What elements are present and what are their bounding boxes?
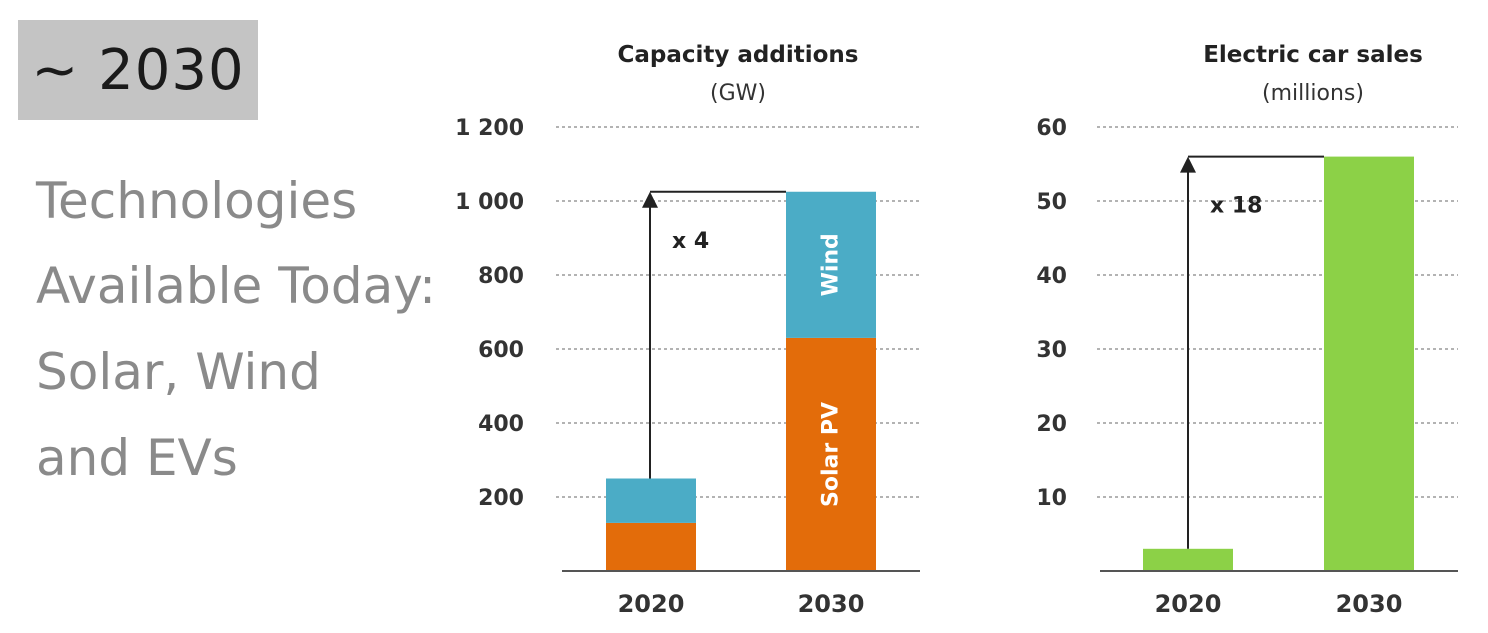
chart-title: Electric car sales bbox=[1203, 42, 1423, 68]
text-line-3: Solar, Wind bbox=[36, 343, 321, 401]
x-tick-label: 2030 bbox=[798, 590, 865, 618]
bar-2020 bbox=[1143, 548, 1233, 571]
y-tick-label: 600 bbox=[478, 338, 524, 363]
y-tick-label: 200 bbox=[478, 486, 524, 511]
y-tick-label: 40 bbox=[1036, 264, 1067, 289]
text-line-1: Technologies bbox=[36, 172, 358, 230]
text-line-4: and EVs bbox=[36, 429, 238, 487]
growth-arrow-head bbox=[642, 191, 658, 208]
bar-solar-pv-2030 bbox=[786, 337, 876, 571]
series-label: Wind bbox=[819, 233, 844, 296]
bar-solar-pv-2020 bbox=[606, 522, 696, 571]
y-tick-label: 30 bbox=[1036, 338, 1067, 363]
x-tick-label: 2030 bbox=[1336, 590, 1403, 618]
chart-title: Capacity additions bbox=[618, 42, 859, 68]
y-tick-label: 20 bbox=[1036, 412, 1067, 437]
y-tick-label: 800 bbox=[478, 264, 524, 289]
text-line-2: Available Today: bbox=[36, 257, 437, 315]
y-tick-label: 1 000 bbox=[455, 190, 524, 215]
growth-annotation: x 4 bbox=[672, 229, 709, 254]
year-tag: ~ 2030 bbox=[18, 20, 258, 120]
growth-annotation: x 18 bbox=[1210, 194, 1262, 219]
bar-2030 bbox=[1324, 156, 1414, 571]
bar-wind-2020 bbox=[606, 478, 696, 523]
chart-subtitle: (GW) bbox=[710, 81, 766, 106]
y-tick-label: 400 bbox=[478, 412, 524, 437]
year-tag-text: ~ 2030 bbox=[31, 37, 245, 103]
bar-wind-2030 bbox=[786, 191, 876, 338]
y-tick-label: 1 200 bbox=[455, 116, 524, 141]
x-tick-label: 2020 bbox=[1155, 590, 1222, 618]
y-tick-label: 10 bbox=[1036, 486, 1067, 511]
y-tick-label: 60 bbox=[1036, 116, 1067, 141]
series-label: Solar PV bbox=[819, 402, 844, 507]
chart-subtitle: (millions) bbox=[1262, 81, 1364, 106]
y-tick-label: 50 bbox=[1036, 190, 1067, 215]
x-tick-label: 2020 bbox=[618, 590, 685, 618]
growth-arrow-head bbox=[1180, 156, 1196, 173]
